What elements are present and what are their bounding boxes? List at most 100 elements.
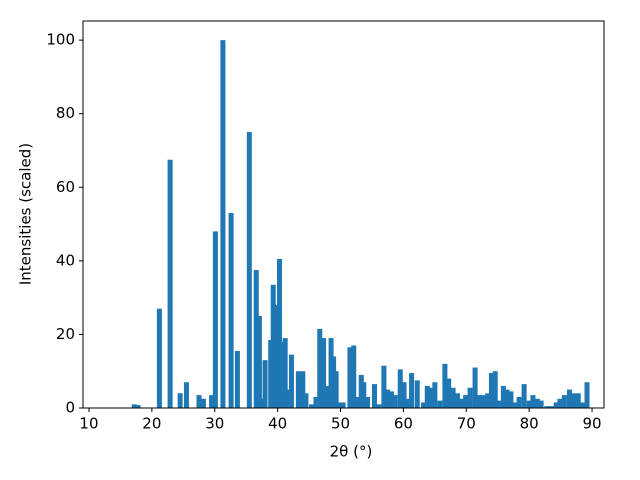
bar — [285, 389, 291, 408]
bar — [333, 371, 339, 408]
bar — [135, 405, 141, 408]
bar — [405, 398, 411, 408]
bar — [340, 402, 346, 408]
bar — [442, 363, 448, 408]
bar — [196, 395, 202, 408]
bar — [421, 402, 427, 408]
x-tick-label: 70 — [457, 415, 476, 433]
x-tick-label: 80 — [520, 415, 539, 433]
bar — [530, 395, 536, 408]
bar — [253, 270, 259, 408]
bar — [273, 304, 279, 408]
bar — [246, 132, 252, 408]
bar — [300, 371, 306, 408]
bar — [575, 393, 581, 408]
bar — [492, 371, 498, 408]
bar — [467, 387, 473, 408]
y-tick-label: 0 — [65, 399, 75, 417]
bar — [351, 345, 357, 408]
bar — [131, 404, 137, 408]
bar — [212, 231, 218, 408]
bar — [256, 316, 262, 408]
bar — [544, 406, 550, 408]
bar — [480, 395, 486, 408]
bar — [500, 385, 506, 408]
x-tick-label: 90 — [583, 415, 602, 433]
bar — [183, 382, 189, 408]
bar — [476, 395, 483, 408]
bar — [220, 40, 226, 409]
bar — [309, 404, 315, 408]
bar — [167, 159, 173, 408]
bar — [428, 387, 434, 408]
y-tick-label: 80 — [56, 104, 75, 122]
bar — [571, 393, 577, 408]
bar — [512, 402, 518, 408]
bar — [347, 347, 353, 408]
bar — [365, 396, 371, 408]
bar — [392, 395, 398, 408]
bar — [156, 308, 162, 408]
bar — [437, 400, 443, 408]
bar — [397, 369, 403, 408]
bar — [401, 382, 407, 408]
bar — [414, 380, 420, 408]
bar — [557, 398, 563, 408]
bar — [177, 393, 183, 408]
bar — [295, 371, 301, 408]
bar — [526, 400, 532, 408]
bar — [260, 398, 266, 408]
bar — [317, 328, 323, 408]
bar — [336, 402, 342, 408]
bar — [371, 384, 377, 408]
bar — [361, 382, 367, 408]
bar — [303, 393, 309, 408]
bar — [580, 402, 586, 408]
y-tick-label: 40 — [56, 251, 75, 269]
bar — [432, 382, 438, 408]
bar — [538, 400, 544, 408]
bar — [497, 400, 503, 408]
y-axis-label: Intensities (scaled) — [17, 143, 35, 285]
bar — [454, 393, 460, 408]
bar — [566, 389, 572, 408]
bar — [424, 385, 430, 408]
bar — [409, 373, 415, 408]
bar — [584, 382, 590, 408]
bar — [279, 341, 285, 408]
bar — [450, 387, 456, 408]
bar — [385, 389, 391, 408]
bar — [228, 213, 234, 408]
bar — [324, 385, 330, 408]
bar — [472, 367, 478, 408]
x-tick-label: 30 — [205, 415, 224, 433]
bar — [313, 396, 319, 408]
plot-frame — [82, 20, 605, 409]
bar — [282, 338, 288, 408]
bar — [381, 365, 387, 408]
x-tick-label: 60 — [394, 415, 413, 433]
bar — [508, 391, 514, 408]
bar — [388, 391, 394, 408]
y-tick-label: 20 — [56, 325, 75, 343]
bar — [463, 395, 469, 408]
x-tick-label: 20 — [142, 415, 161, 433]
x-tick-label: 50 — [331, 415, 350, 433]
bar — [209, 395, 215, 408]
bar — [376, 404, 382, 408]
bar — [262, 360, 268, 408]
bar — [548, 406, 554, 408]
bar — [534, 398, 540, 408]
x-tick-label: 10 — [79, 415, 98, 433]
bar — [488, 373, 494, 408]
bar — [561, 395, 567, 408]
bar — [234, 350, 240, 408]
x-tick-label: 40 — [268, 415, 287, 433]
y-tick-label: 100 — [46, 31, 75, 49]
bar — [321, 338, 327, 408]
bar — [459, 398, 465, 408]
bar — [485, 393, 491, 408]
bar — [276, 259, 283, 408]
bar — [516, 396, 522, 408]
